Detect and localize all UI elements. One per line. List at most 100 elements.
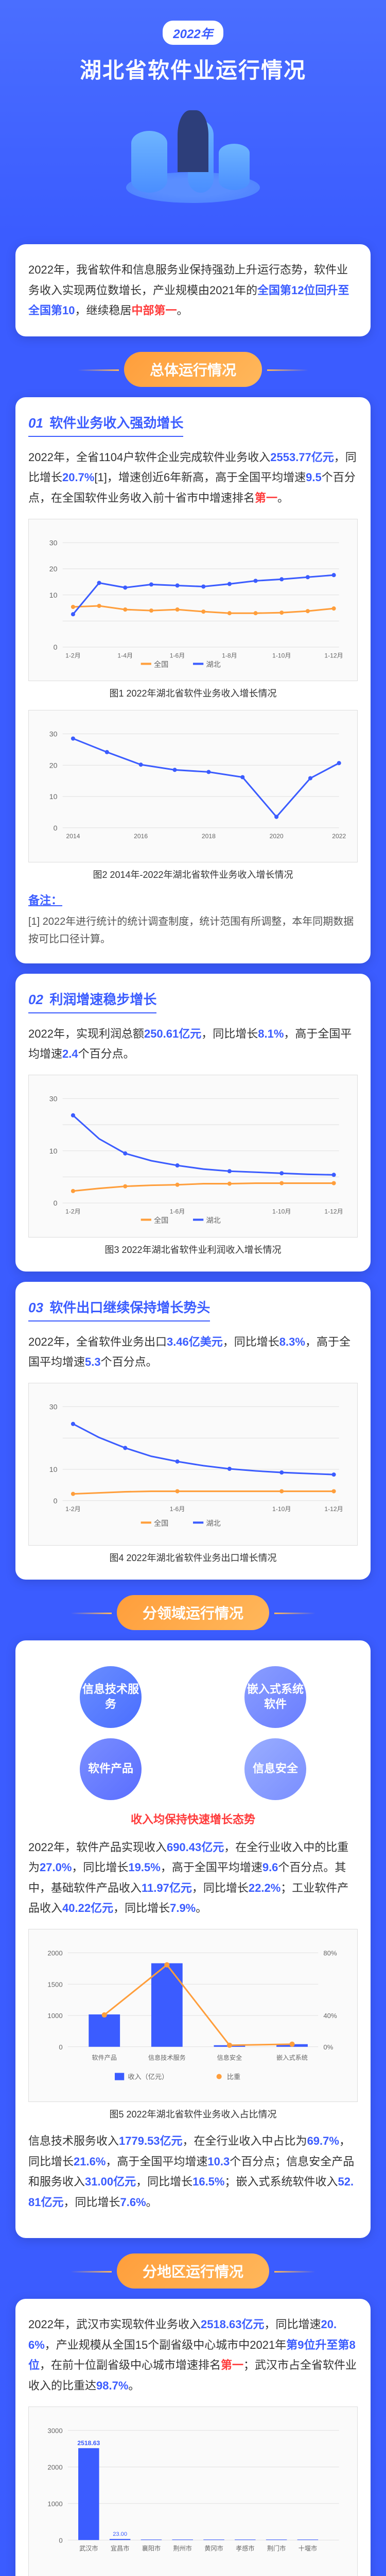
svg-text:荆州市: 荆州市 [173,2544,191,2552]
n1-paragraph: 2022年，全省1104户软件企业完成软件业务收入2553.77亿元，同比增长2… [28,447,358,509]
bubble-4: 信息安全 [244,1738,306,1800]
section3-para1: 2022年，武汉市实现软件业务收入2518.63亿元，同比增速20.6%，产业规… [28,2314,358,2396]
svg-text:40%: 40% [323,2012,337,2020]
svg-text:2016: 2016 [134,833,148,840]
svg-text:23.00: 23.00 [113,2531,127,2537]
svg-text:1-6月: 1-6月 [170,1208,185,1215]
svg-text:孝感市: 孝感市 [236,2544,254,2552]
chart1: 30 20 10 0 1-2月 1-4月 1-6月 1-8月 1-10月 1-12月 全国… [28,519,358,682]
svg-text:软件产品: 软件产品 [92,2054,117,2061]
chart6: 3000 2000 1000 0 2518.63 23.00 武汉市 宜昌市 襄阳市… [28,2406,358,2576]
note-heading: 备注： [28,891,358,908]
bubble-row: 信息技术服务 嵌入式系统软件 [28,1666,358,1728]
svg-text:湖北: 湖北 [206,660,220,669]
svg-text:1-2月: 1-2月 [65,1208,81,1215]
hero: 2022年 湖北省软件业运行情况 [0,0,386,234]
svg-text:20: 20 [49,565,58,573]
svg-text:2518.63: 2518.63 [77,2439,100,2446]
svg-text:0: 0 [59,2536,62,2544]
svg-text:1-6月: 1-6月 [170,652,185,659]
svg-text:信息安全: 信息安全 [217,2054,242,2061]
svg-text:襄阳市: 襄阳市 [142,2544,161,2552]
svg-text:2018: 2018 [202,833,216,840]
n2-heading: 02 利润增速稳步增长 [28,989,156,1013]
svg-text:80%: 80% [323,1949,337,1957]
chart1-caption: 图1 2022年湖北省软件业务收入增长情况 [28,686,358,700]
svg-text:10: 10 [49,1147,58,1156]
svg-text:0: 0 [54,1497,58,1505]
svg-text:0: 0 [54,1199,58,1208]
svg-text:30: 30 [49,1095,58,1103]
svg-text:1-10月: 1-10月 [272,1208,291,1215]
chart2-caption: 图2 2014年-2022年湖北省软件业务收入增长情况 [28,868,358,881]
svg-text:信息技术服务: 信息技术服务 [148,2054,186,2061]
svg-text:1-4月: 1-4月 [117,652,133,659]
svg-text:1000: 1000 [47,2500,62,2507]
svg-text:1-8月: 1-8月 [222,652,237,659]
svg-text:1-12月: 1-12月 [324,652,343,659]
bubble-3: 软件产品 [80,1738,142,1800]
svg-text:2020: 2020 [270,833,284,840]
chart5: 2000 1500 1000 0 80% 40% 0% 软件产品信息技术服务信息… [28,1929,358,2102]
bubble-2: 嵌入式系统软件 [244,1666,306,1728]
svg-text:湖北: 湖北 [206,1519,220,1528]
bubble-1: 信息技术服务 [80,1666,142,1728]
n2-paragraph: 2022年，实现利润总额250.61亿元，同比增长8.1%，高于全国平均增速2.… [28,1024,358,1064]
svg-text:1-6月: 1-6月 [170,1505,185,1513]
svg-text:1000: 1000 [47,2012,62,2020]
svg-text:30: 30 [49,1403,58,1411]
section3-card: 2022年，武汉市实现软件业务收入2518.63亿元，同比增速20.6%，产业规… [15,2299,371,2576]
svg-text:0%: 0% [323,2043,333,2051]
section2-para1: 2022年，软件产品实现收入690.43亿元，在全行业收入中的比重为27.0%，… [28,1837,358,1919]
svg-text:湖北: 湖北 [206,1216,220,1225]
svg-text:嵌入式系统: 嵌入式系统 [276,2054,308,2061]
svg-text:2000: 2000 [47,2463,62,2471]
svg-text:全国: 全国 [154,1519,168,1528]
chart2: 30 20 10 0 20142016201820202022 [28,710,358,862]
svg-text:武汉市: 武汉市 [79,2544,98,2552]
svg-text:10: 10 [49,591,58,599]
svg-text:1-2月: 1-2月 [65,652,81,659]
svg-text:10: 10 [49,793,58,801]
svg-text:0: 0 [54,643,58,652]
section1-n2-card: 02 利润增速稳步增长 2022年，实现利润总额250.61亿元，同比增长8.1… [15,974,371,1272]
year-badge: 2022年 [163,21,223,45]
hero-title: 湖北省软件业运行情况 [15,53,371,84]
chart4-caption: 图4 2022年湖北省软件业务出口增长情况 [28,1551,358,1564]
svg-text:0: 0 [54,824,58,833]
svg-text:1500: 1500 [47,1980,62,1988]
section2-banner: 分领域运行情况 [0,1595,386,1630]
section2-card: 信息技术服务 嵌入式系统软件 软件产品 信息安全 收入均保持快速增长态势 202… [15,1640,371,2239]
svg-text:黄冈市: 黄冈市 [204,2544,223,2552]
svg-text:30: 30 [49,539,58,547]
section1-n3-card: 03 软件出口继续保持增长势头 2022年，全省软件业务出口3.46亿美元，同比… [15,1282,371,1580]
svg-text:3000: 3000 [47,2427,62,2434]
hero-illustration [121,100,265,203]
svg-text:1-2月: 1-2月 [65,1505,81,1513]
section3-banner: 分地区运行情况 [0,2253,386,2289]
svg-text:比重: 比重 [227,2073,240,2081]
intro-card: 2022年，我省软件和信息服务业保持强劲上升运行态势，软件业务收入实现两位数增长… [15,244,371,336]
svg-text:荆门市: 荆门市 [267,2544,286,2552]
svg-text:1-12月: 1-12月 [324,1208,343,1215]
svg-text:十堰市: 十堰市 [299,2544,317,2552]
section2-para2: 信息技术服务收入1779.53亿元，在全行业收入中占比为69.7%，同比增长21… [28,2131,358,2212]
n3-heading: 03 软件出口继续保持增长势头 [28,1297,210,1321]
chart5-caption: 图5 2022年湖北省软件业务收入占比情况 [28,2107,358,2121]
svg-text:10: 10 [49,1466,58,1474]
chart3: 30100 1-2月1-6月1-10月1-12月 全国湖北 [28,1075,358,1238]
bubble-caption: 收入均保持快速增长态势 [28,1810,358,1827]
svg-text:2000: 2000 [47,1949,62,1957]
note-text: [1] 2022年进行统计的统计调查制度，统计范围有所调整，本年同期数据按可比口… [28,913,358,948]
svg-text:1-12月: 1-12月 [324,1505,343,1513]
n1-heading: 01 软件业务收入强劲增长 [28,413,183,437]
svg-text:1-10月: 1-10月 [272,1505,291,1513]
svg-text:宜昌市: 宜昌市 [111,2544,129,2552]
svg-text:全国: 全国 [154,660,168,669]
svg-text:收入（亿元）: 收入（亿元） [128,2073,168,2081]
n3-paragraph: 2022年，全省软件业务出口3.46亿美元，同比增长8.3%，高于全国平均增速5… [28,1332,358,1372]
section1-banner: 总体运行情况 [0,352,386,387]
section1-n1-card: 01 软件业务收入强劲增长 2022年，全省1104户软件企业完成软件业务收入2… [15,397,371,963]
chart4: 30 10 0 1-2月 1-6月 1-10月 1-12月 全国 湖北 [28,1383,358,1546]
svg-text:1-10月: 1-10月 [272,652,291,659]
